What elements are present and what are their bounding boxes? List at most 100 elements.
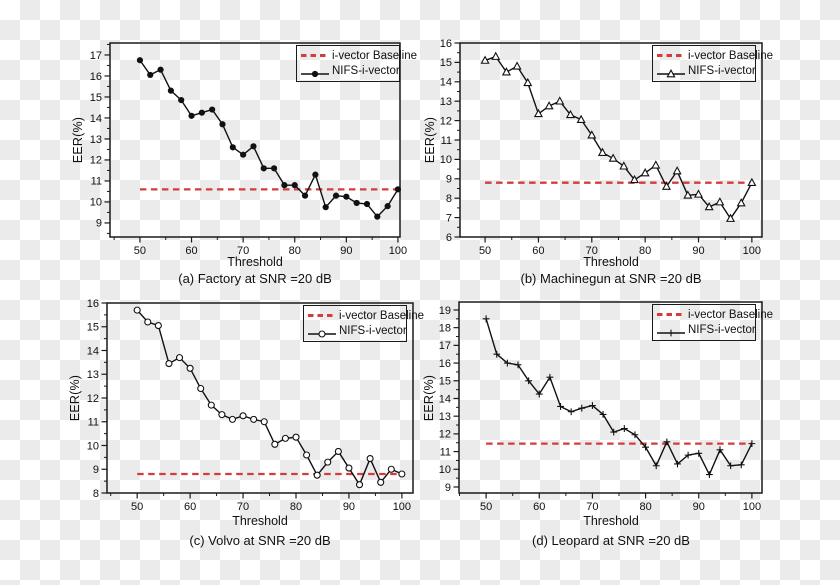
svg-text:8: 8 <box>93 488 99 500</box>
svg-text:15: 15 <box>90 92 102 104</box>
legend-nifs-label: NIFS-i-vector <box>688 323 756 336</box>
y-axis-label: EER(%) <box>422 374 436 422</box>
svg-text:10: 10 <box>439 464 451 476</box>
panel-caption: (b) Machinegun at SNR =20 dB <box>520 271 702 286</box>
svg-text:13: 13 <box>439 411 451 423</box>
svg-text:70: 70 <box>237 501 249 513</box>
svg-text:12: 12 <box>440 115 452 127</box>
legend-baseline-label: i-vector Baseline <box>339 309 425 322</box>
svg-text:13: 13 <box>440 96 452 108</box>
baseline-dash-swatch <box>657 54 685 57</box>
y-axis-label: EER(%) <box>71 116 85 164</box>
svg-text:12: 12 <box>439 429 451 441</box>
svg-text:17: 17 <box>90 50 102 62</box>
legend: i-vector Baseline NIFS-i-vector <box>303 305 424 342</box>
svg-text:50: 50 <box>131 501 143 513</box>
panel-caption: (c) Volvo at SNR =20 dB <box>189 533 331 548</box>
panel-caption: (a) Factory at SNR =20 dB <box>178 271 332 286</box>
legend-baseline-label: i-vector Baseline <box>688 308 774 321</box>
nifs-line-swatch <box>657 325 685 336</box>
svg-text:14: 14 <box>90 113 102 125</box>
legend-row-baseline: i-vector Baseline <box>653 48 773 63</box>
svg-text:80: 80 <box>290 501 302 513</box>
svg-text:6: 6 <box>446 232 452 244</box>
legend-nifs-label: NIFS-i-vector <box>339 324 407 337</box>
svg-text:9: 9 <box>445 482 451 494</box>
chart-d-canvas: 50 60 70 80 90 100 9 10 11 12 13 14 15 16 17 18 19 <box>439 301 763 513</box>
legend-row-nifs: NIFS-i-vector <box>653 322 756 337</box>
svg-text:18: 18 <box>439 322 451 334</box>
svg-text:15: 15 <box>440 57 452 69</box>
svg-text:80: 80 <box>639 501 651 513</box>
svg-text:16: 16 <box>439 358 451 370</box>
svg-text:60: 60 <box>533 501 545 513</box>
svg-text:17: 17 <box>439 340 451 352</box>
nifs-line-swatch <box>308 326 336 338</box>
svg-text:13: 13 <box>90 134 102 146</box>
chart-a-canvas: 50 60 70 80 90 100 9 10 11 12 13 14 15 16 17 <box>90 42 407 257</box>
svg-text:13: 13 <box>87 369 99 381</box>
panel-a-factory: 50 60 70 80 90 100 9 10 11 12 13 14 15 16 17 EER(%) Th… <box>0 0 420 292</box>
svg-text:10: 10 <box>87 440 99 452</box>
svg-text:100: 100 <box>743 245 761 257</box>
svg-text:80: 80 <box>639 245 651 257</box>
legend: i-vector Baseline NIFS-i-vector <box>296 45 417 82</box>
y-axis-label: EER(%) <box>68 374 82 422</box>
legend: i-vector Baseline NIFS-i-vector <box>652 304 773 341</box>
svg-text:7: 7 <box>446 212 452 224</box>
svg-text:16: 16 <box>440 38 452 50</box>
x-axis-label: Threshold <box>227 255 283 269</box>
svg-text:10: 10 <box>440 154 452 166</box>
svg-text:19: 19 <box>439 305 451 317</box>
svg-text:9: 9 <box>446 174 452 186</box>
nifs-line-swatch <box>301 66 329 77</box>
baseline-dash-swatch <box>301 54 329 57</box>
svg-text:11: 11 <box>88 417 99 429</box>
legend-row-baseline: i-vector Baseline <box>297 48 417 63</box>
svg-text:11: 11 <box>441 135 452 147</box>
svg-text:100: 100 <box>743 501 761 513</box>
svg-text:70: 70 <box>586 245 598 257</box>
svg-text:80: 80 <box>289 245 301 257</box>
baseline-dash-swatch <box>308 314 336 317</box>
legend-row-baseline: i-vector Baseline <box>653 307 773 322</box>
x-axis-label: Threshold <box>583 514 639 528</box>
y-axis-label: EER(%) <box>423 116 437 164</box>
legend-row-baseline: i-vector Baseline <box>304 308 424 323</box>
svg-text:60: 60 <box>532 245 544 257</box>
baseline-dash-swatch <box>657 313 685 316</box>
svg-text:70: 70 <box>586 501 598 513</box>
svg-text:16: 16 <box>90 71 102 83</box>
svg-text:9: 9 <box>93 464 99 476</box>
svg-text:9: 9 <box>96 218 102 230</box>
svg-text:100: 100 <box>389 245 407 257</box>
svg-text:50: 50 <box>480 501 492 513</box>
svg-text:60: 60 <box>184 501 196 513</box>
panel-d-leopard: 50 60 70 80 90 100 9 10 11 12 13 14 15 16 17 18 19 EER(%… <box>420 292 840 585</box>
legend-baseline-label: i-vector Baseline <box>332 49 418 62</box>
x-axis-label: Threshold <box>583 255 639 269</box>
svg-text:90: 90 <box>340 245 352 257</box>
svg-text:60: 60 <box>185 245 197 257</box>
legend: i-vector Baseline NIFS-i-vector <box>652 45 773 82</box>
svg-text:50: 50 <box>134 245 146 257</box>
legend-row-nifs: NIFS-i-vector <box>653 63 756 78</box>
svg-text:90: 90 <box>343 501 355 513</box>
svg-text:14: 14 <box>440 77 452 89</box>
chart-b-canvas: 50 60 70 80 90 100 6 7 8 9 10 11 12 13 14 15 16 <box>440 38 763 257</box>
svg-text:14: 14 <box>439 393 451 405</box>
svg-text:100: 100 <box>393 501 411 513</box>
svg-text:50: 50 <box>479 245 491 257</box>
svg-text:16: 16 <box>87 298 99 310</box>
legend-row-nifs: NIFS-i-vector <box>304 323 407 338</box>
svg-text:11: 11 <box>91 176 102 188</box>
legend-nifs-label: NIFS-i-vector <box>332 64 400 77</box>
svg-text:70: 70 <box>237 245 249 257</box>
svg-text:12: 12 <box>90 155 102 167</box>
svg-text:14: 14 <box>87 345 99 357</box>
svg-text:90: 90 <box>692 245 704 257</box>
svg-text:12: 12 <box>87 393 99 405</box>
panel-caption: (d) Leopard at SNR =20 dB <box>532 533 690 548</box>
panel-b-machinegun: 50 60 70 80 90 100 6 7 8 9 10 11 12 13 14 15 16 EER(%) T… <box>420 0 840 292</box>
svg-text:15: 15 <box>87 322 99 334</box>
